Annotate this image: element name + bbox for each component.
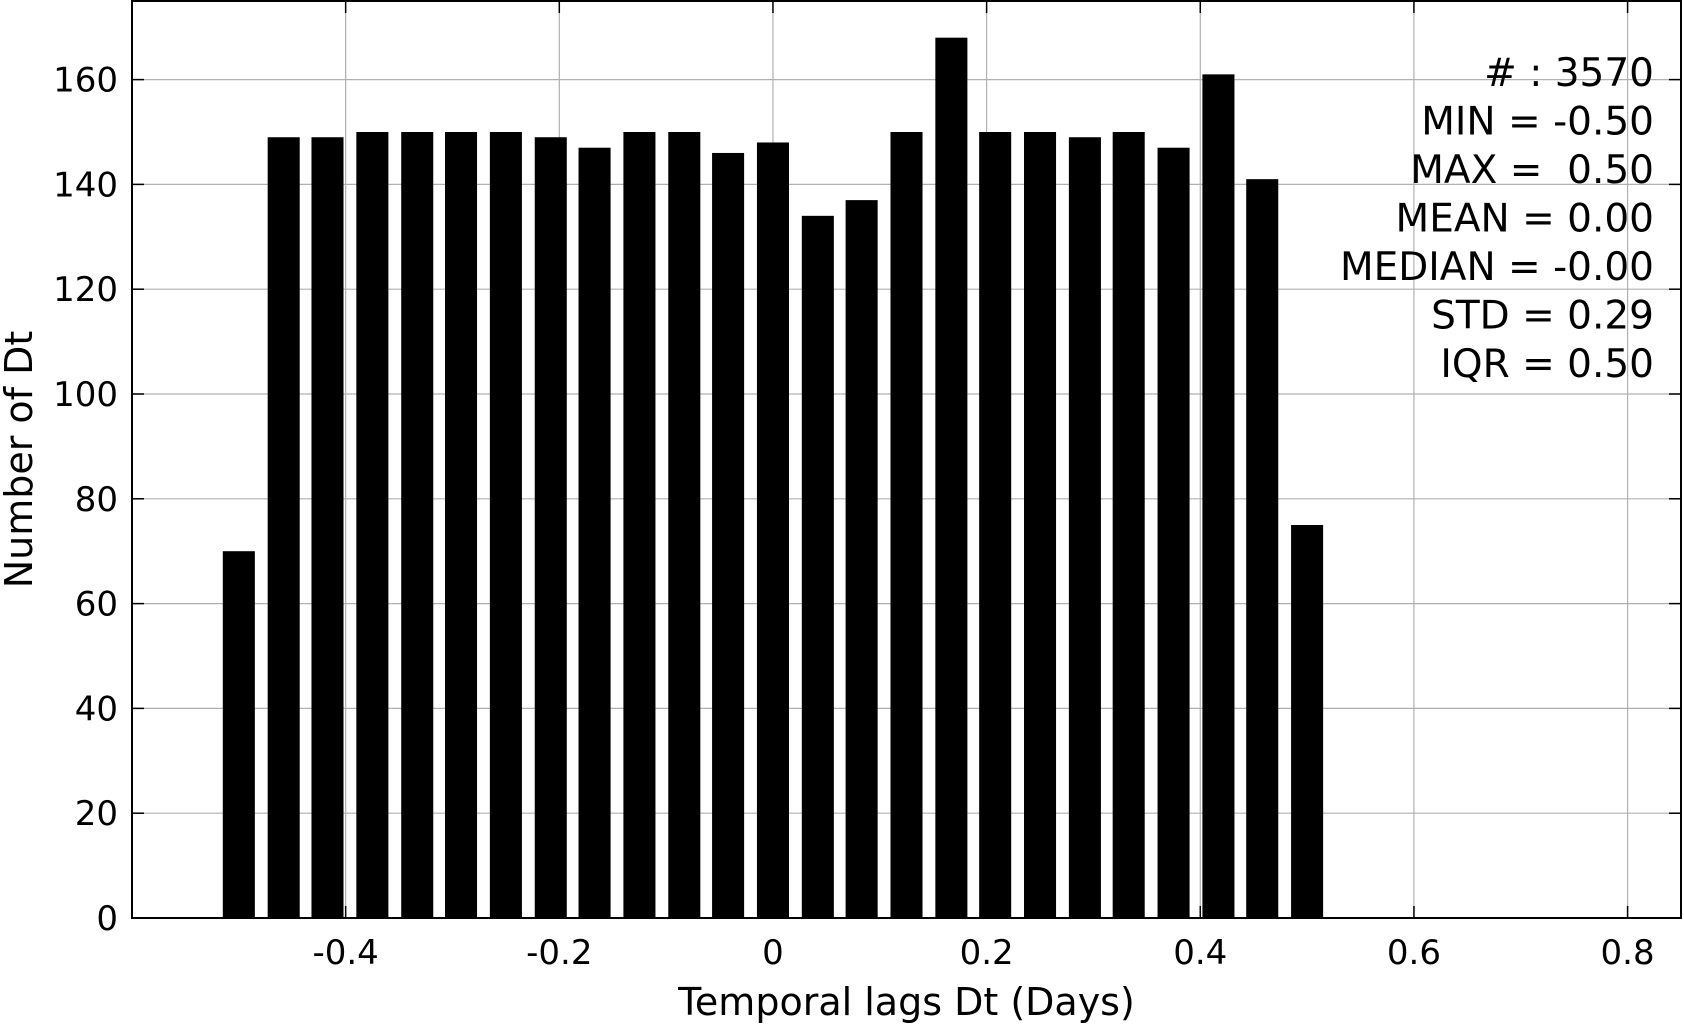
bars — [222, 37, 1324, 919]
y-axis-label: Number of Dt — [0, 331, 41, 589]
x-tick-label: 0.8 — [1601, 933, 1655, 973]
histogram-bar — [534, 137, 567, 919]
stat-line: MEDIAN = -0.00 — [1340, 245, 1654, 290]
histogram-bar — [267, 137, 300, 919]
histogram-bar — [445, 132, 478, 918]
histogram-bar — [1157, 147, 1190, 919]
histogram-bar — [1068, 137, 1101, 919]
y-tick-label: 0 — [96, 899, 118, 939]
y-tick-label: 120 — [53, 270, 118, 310]
histogram-bar — [1024, 132, 1057, 918]
stat-line: MEAN = 0.00 — [1396, 197, 1654, 242]
y-tick-label: 20 — [75, 794, 118, 834]
histogram-bar — [489, 132, 522, 918]
histogram-bar — [623, 132, 656, 918]
stat-line: IQR = 0.50 — [1440, 342, 1654, 387]
histogram-bar — [845, 200, 878, 918]
histogram-bar — [756, 142, 789, 919]
stat-line: MIN = -0.50 — [1421, 100, 1654, 145]
x-tick-labels: -0.4 -0.2 0 0.2 0.4 0.6 0.8 — [312, 933, 1654, 973]
y-tick-label: 160 — [53, 61, 118, 101]
histogram-bar — [222, 551, 255, 918]
histogram-bar — [1291, 525, 1324, 918]
x-tick-label: 0.4 — [1173, 933, 1227, 973]
stat-line: MAX = 0.50 — [1410, 148, 1654, 193]
plot-frame — [131, 0, 1682, 919]
stat-line: # : 3570 — [1484, 51, 1654, 96]
x-tick-label: 0 — [762, 933, 784, 973]
histogram-bar — [979, 132, 1012, 918]
histogram-bar — [1112, 132, 1145, 918]
histogram-bar — [668, 132, 701, 918]
histogram-bar — [311, 137, 344, 919]
histogram-bar — [578, 147, 611, 919]
y-tick-label: 60 — [75, 585, 118, 625]
x-tick-label: 0.6 — [1387, 933, 1441, 973]
histogram-bar — [935, 37, 968, 919]
histogram-bar — [890, 132, 923, 918]
y-tick-label: 40 — [75, 689, 118, 729]
y-tick-label: 80 — [75, 480, 118, 520]
y-tick-label: 100 — [53, 375, 118, 415]
x-axis-label: Temporal lags Dt (Days) — [677, 980, 1135, 1024]
histogram-bar — [1246, 179, 1279, 918]
x-tick-label: 0.2 — [960, 933, 1014, 973]
histogram-bar — [356, 132, 389, 918]
histogram-bar — [712, 152, 745, 918]
histogram-bar — [401, 132, 434, 918]
histogram-bar — [801, 215, 834, 919]
x-tick-label: -0.2 — [526, 933, 592, 973]
y-tick-labels: 0 20 40 60 80 100 120 140 160 — [53, 61, 118, 939]
y-tick-label: 140 — [53, 165, 118, 205]
tick-marks — [132, 1, 1681, 919]
histogram-bar — [1202, 74, 1235, 919]
stat-line: STD = 0.29 — [1431, 294, 1654, 339]
x-tick-label: -0.4 — [312, 933, 378, 973]
